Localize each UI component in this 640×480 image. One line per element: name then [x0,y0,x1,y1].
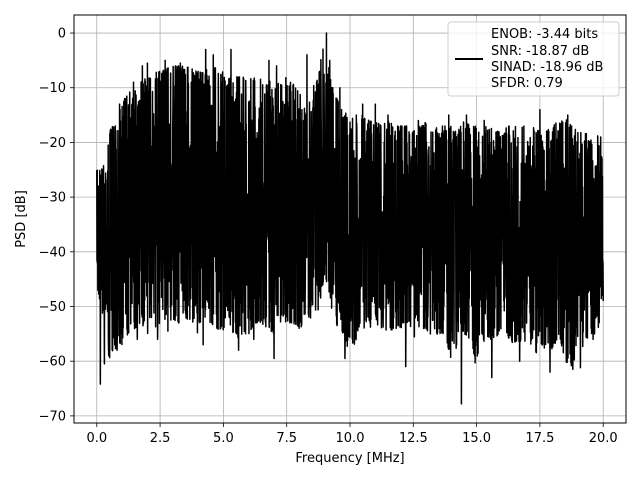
y-axis-label: PSD [dB] [14,190,29,248]
y-tick-label: −20 [39,136,66,151]
y-tick-label: −60 [39,355,66,370]
y-tick-label: −70 [39,409,66,424]
legend-enob: ENOB: -3.44 bits [491,27,598,42]
x-axis-label: Frequency [MHz] [295,451,404,466]
x-tick-label: 2.5 [150,431,171,446]
axis-ticks: 0.0 2.5 5.0 7.5 10.0 12.5 15.0 17.5 20.0 0 −10 −20 −… [39,27,618,446]
legend-sinad: SINAD: -18.96 dB [491,60,603,75]
x-tick-label: 5.0 [213,431,234,446]
legend-snr: SNR: -18.87 dB [491,44,589,59]
x-tick-label: 10.0 [336,431,365,446]
x-tick-label: 7.5 [276,431,297,446]
y-tick-label: −30 [39,191,66,206]
y-tick-label: 0 [58,27,66,42]
y-tick-label: −10 [39,81,66,96]
x-tick-label: 0.0 [86,431,107,446]
x-tick-label: 17.5 [525,431,554,446]
x-tick-label: 20.0 [589,431,618,446]
y-tick-label: −40 [39,245,66,260]
x-tick-label: 12.5 [399,431,428,446]
legend-box [447,21,620,97]
legend: ENOB: -3.44 bits SNR: -18.87 dB SINAD: -… [447,21,620,97]
legend-sfdr: SFDR: 0.79 [491,76,563,91]
psd-series-line [96,32,604,405]
y-tick-label: −50 [39,300,66,315]
x-tick-label: 15.0 [462,431,491,446]
